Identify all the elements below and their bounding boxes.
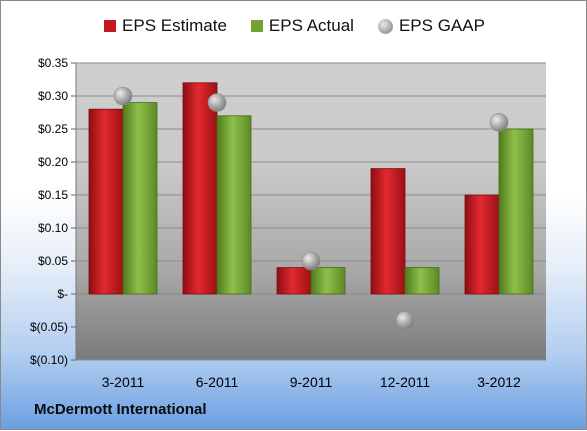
gaap-point <box>301 251 321 271</box>
y-tick-label: $0.30 <box>38 89 68 103</box>
y-tick-label: $0.25 <box>38 122 68 136</box>
y-tick-label: $0.35 <box>38 56 68 70</box>
legend-item-actual: EPS Actual <box>250 16 354 36</box>
bar-eps-estimate <box>88 108 124 295</box>
bar-eps-actual <box>122 102 158 295</box>
company-name: McDermott International <box>34 401 207 418</box>
legend-swatch-gaap <box>377 18 393 34</box>
y-tick-label: $- <box>57 287 68 301</box>
bar-eps-estimate <box>276 267 312 295</box>
bar-eps-actual <box>310 267 346 295</box>
x-category-label: 3-2012 <box>477 374 521 390</box>
y-axis-ticks: $0.35 $0.30 $0.25 $0.20 $0.15 $0.10 $0.05 $- $(0… <box>30 56 68 367</box>
legend-label-estimate: EPS Estimate <box>122 16 227 35</box>
x-category-label: 9-2011 <box>290 374 333 390</box>
bar-eps-estimate <box>370 168 406 295</box>
bars <box>88 82 534 295</box>
gaap-point <box>395 311 415 330</box>
y-tick-label: $(0.05) <box>30 320 68 334</box>
y-tick-label: $0.15 <box>38 188 68 202</box>
legend: EPS Estimate EPS Actual EPS GAAP <box>1 16 587 36</box>
y-tick-label: $(0.10) <box>30 353 68 367</box>
x-category-label: 12-2011 <box>380 374 431 390</box>
legend-swatch-estimate <box>104 20 117 32</box>
bar-eps-estimate <box>464 194 500 295</box>
gaap-point <box>113 86 133 106</box>
legend-item-estimate: EPS Estimate <box>104 16 227 36</box>
y-tick-label: $0.10 <box>38 221 68 235</box>
y-tick-label: $0.05 <box>38 254 68 268</box>
gaap-points <box>113 86 509 330</box>
legend-swatch-actual <box>250 20 263 32</box>
bar-eps-actual <box>404 267 440 295</box>
legend-label-gaap: EPS GAAP <box>398 16 485 35</box>
gaap-point <box>207 93 227 112</box>
x-category-label: 6-2011 <box>196 374 239 390</box>
bar-eps-estimate <box>182 82 218 295</box>
legend-item-gaap: EPS GAAP <box>377 16 485 36</box>
bar-eps-actual <box>216 115 252 295</box>
x-category-label: 3-2011 <box>102 374 145 390</box>
gaap-point <box>489 113 509 132</box>
y-tick-label: $0.20 <box>38 155 68 169</box>
legend-label-actual: EPS Actual <box>268 16 354 35</box>
bar-eps-actual <box>498 128 534 295</box>
x-axis-categories: 3-2011 6-2011 9-2011 12-2011 3-2012 <box>102 374 521 390</box>
